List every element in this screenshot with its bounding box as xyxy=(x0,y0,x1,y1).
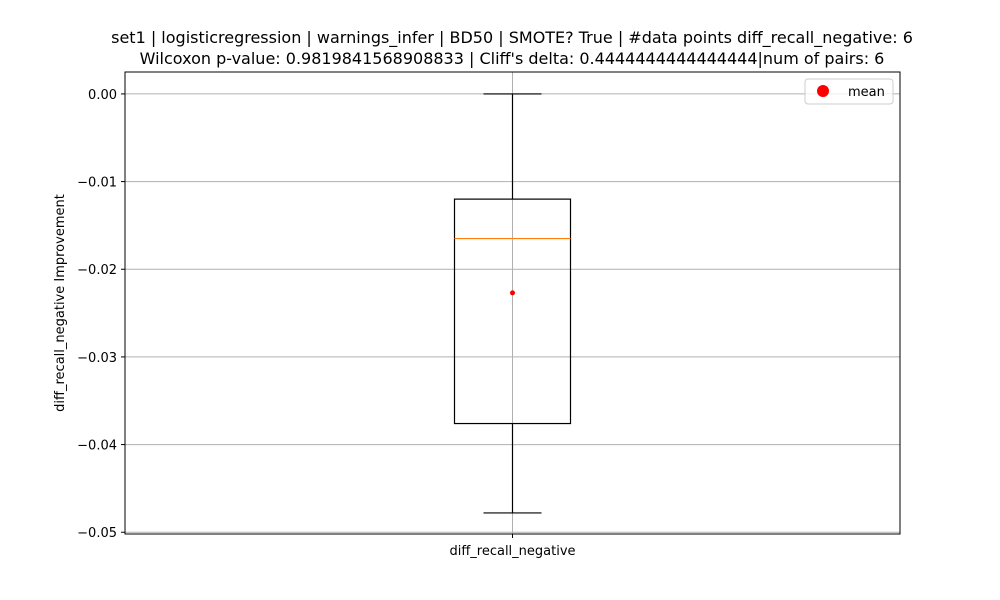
legend-mean-marker xyxy=(817,85,829,97)
y-tick-label: −0.01 xyxy=(77,176,117,191)
y-tick-label: −0.02 xyxy=(77,263,117,278)
y-axis-ticks: 0.00 −0.01 −0.02 −0.03 −0.04 −0.05 xyxy=(77,88,125,541)
y-tick-label: 0.00 xyxy=(88,88,117,103)
mean-marker xyxy=(510,290,515,296)
x-tick-label: diff_recall_negative xyxy=(449,544,575,559)
y-axis-label: diff_recall_negative Improvement xyxy=(53,194,68,412)
y-tick-label: −0.04 xyxy=(77,439,117,454)
x-axis-ticks: diff_recall_negative xyxy=(449,534,576,559)
legend-mean-label: mean xyxy=(848,85,885,100)
legend: mean xyxy=(804,78,894,105)
chart-title-line2: Wilcoxon p-value: 0.9819841568908833 | C… xyxy=(140,49,885,68)
chart-title-line1: set1 | logisticregression | warnings_inf… xyxy=(111,28,913,48)
box-plot xyxy=(453,93,572,514)
y-tick-label: −0.05 xyxy=(77,526,117,541)
legend-box xyxy=(804,78,894,105)
iqr-box xyxy=(453,198,572,425)
y-tick-label: −0.03 xyxy=(77,351,117,366)
